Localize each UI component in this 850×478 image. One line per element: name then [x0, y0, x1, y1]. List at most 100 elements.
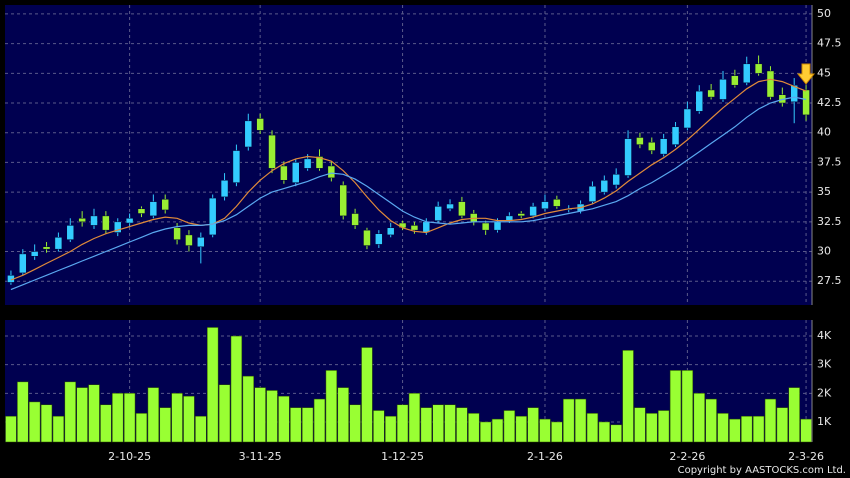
y-tick-label: 35	[817, 185, 831, 198]
candle-body	[742, 63, 751, 84]
volume-bar	[752, 415, 765, 443]
volume-bar	[444, 404, 456, 443]
volume-bar	[349, 404, 361, 443]
candle-body	[208, 197, 217, 236]
copyright: Copyright by AASTOCKS.com Ltd.	[678, 465, 846, 476]
volume-bar	[195, 415, 207, 443]
candle-body	[173, 227, 181, 240]
volume-bar	[515, 415, 527, 443]
volume-bar	[290, 407, 302, 443]
y-tick-label: 50	[817, 7, 831, 20]
y-tick-label: 1K	[817, 415, 832, 428]
candle-body	[695, 90, 704, 112]
volume-bar	[218, 384, 231, 443]
y-tick-label: 47.5	[817, 37, 842, 50]
candle-body	[42, 246, 51, 250]
candle-body	[410, 225, 419, 231]
candle-body	[19, 253, 27, 274]
candle-body	[624, 138, 632, 176]
volume-bar	[717, 413, 729, 443]
candle-body	[363, 229, 371, 246]
volume-bar	[88, 384, 100, 443]
candle-body	[66, 225, 75, 240]
candle-body	[351, 213, 359, 226]
volume-bar	[230, 335, 243, 443]
candle-body	[197, 237, 205, 248]
volume-bar	[420, 407, 432, 443]
candle-body	[731, 75, 739, 86]
volume-bar	[325, 370, 338, 443]
candle-body	[113, 221, 122, 233]
volume-bar	[468, 413, 480, 443]
candle-body	[754, 63, 763, 74]
volume-bar	[479, 421, 492, 443]
volume-bar	[646, 413, 658, 443]
candle-body	[588, 185, 597, 202]
volume-bar	[527, 407, 539, 443]
candle-body	[232, 150, 241, 183]
candle-body	[683, 108, 692, 129]
volume-bar	[254, 387, 266, 443]
candle-body	[303, 158, 312, 169]
volume-bar	[171, 393, 183, 443]
volume-bar	[147, 387, 160, 443]
y-tick-label: 45	[817, 66, 831, 79]
volume-bar	[586, 413, 599, 443]
candle-body	[268, 134, 276, 169]
candle-body	[493, 221, 502, 231]
x-tick-label: 3-11-25	[239, 450, 282, 463]
y-tick-label: 37.5	[817, 155, 842, 168]
candle-body	[149, 201, 158, 217]
candle-body	[434, 206, 442, 221]
candle-body	[648, 141, 656, 151]
volume-bar	[64, 381, 76, 443]
candle-body	[790, 84, 798, 103]
candle-body	[529, 206, 537, 217]
volume-bar	[764, 398, 777, 443]
candle-body	[458, 201, 466, 217]
candle-body	[54, 237, 63, 250]
x-tick-label: 1-12-25	[381, 450, 424, 463]
candle-body	[90, 215, 98, 226]
candle-body	[280, 165, 288, 181]
volume-bar	[361, 347, 373, 443]
candle-body	[220, 179, 229, 198]
candle-body	[315, 156, 324, 169]
candle-body	[185, 234, 193, 246]
candle-body	[102, 215, 110, 231]
volume-bar	[135, 413, 148, 443]
x-tick-label: 2-1-26	[527, 450, 563, 463]
volume-bar	[551, 421, 563, 443]
volume-bar	[741, 415, 753, 443]
volume-bar	[539, 418, 551, 443]
candle-body	[553, 199, 561, 207]
moving-average-line	[10, 96, 807, 291]
y-tick-label: 3K	[817, 358, 832, 371]
candle-body	[327, 165, 336, 179]
volume-bar	[669, 370, 682, 443]
candle-body	[707, 89, 715, 98]
volume-bar	[242, 375, 254, 443]
volume-bar	[491, 418, 504, 443]
volume-bar	[17, 381, 29, 443]
volume-bar	[123, 393, 136, 443]
volume-bar	[159, 407, 171, 443]
y-tick-label: 27.5	[817, 274, 842, 287]
y-tick-label: 32.5	[817, 215, 842, 228]
candle-body	[671, 126, 680, 145]
candle-body	[636, 137, 644, 145]
volume-bar	[278, 395, 290, 443]
candle-body	[386, 227, 395, 236]
candle-body	[600, 179, 609, 193]
volume-bar	[574, 398, 587, 443]
y-tick-label: 30	[817, 245, 831, 258]
volume-bar	[396, 404, 409, 443]
plot-layer: 27.5 30 32.5 35 37.5 40 42.5 45 47.5 50 2-10-25 3-1…	[5, 5, 842, 463]
y-tick-label: 42.5	[817, 96, 842, 109]
volume-bar	[266, 390, 278, 443]
volume-bar	[5, 415, 17, 443]
volume-bar	[301, 407, 314, 443]
volume-bar	[337, 387, 349, 443]
candle-body	[256, 118, 264, 131]
